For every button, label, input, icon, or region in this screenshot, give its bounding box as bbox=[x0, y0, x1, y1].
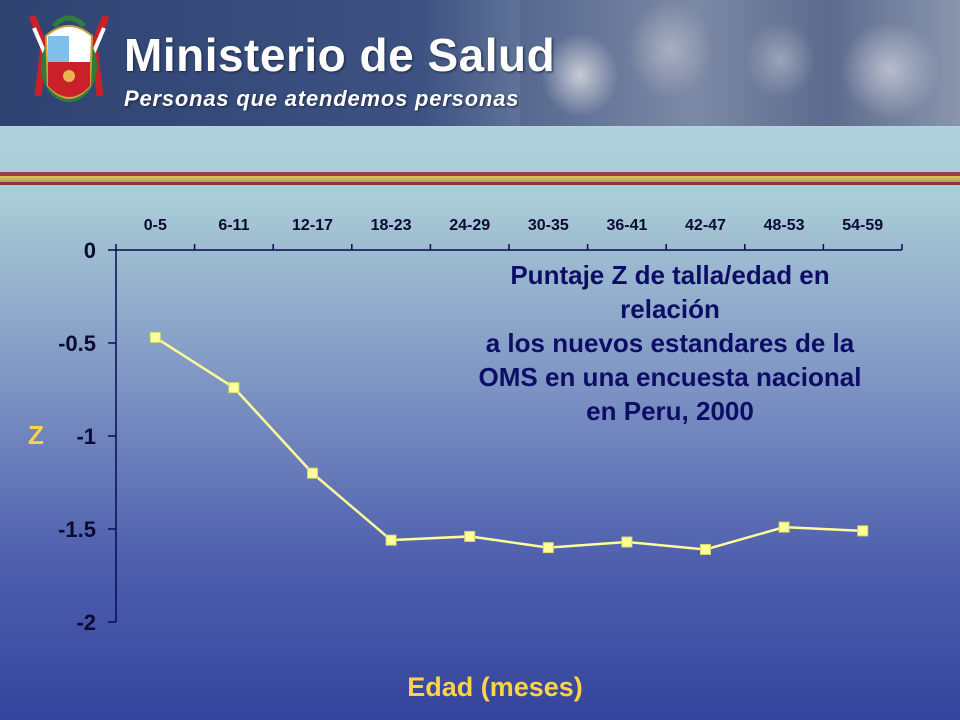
y-tick-label: -1.5 bbox=[58, 517, 96, 542]
data-point-0-5 bbox=[149, 331, 161, 343]
x-tick-label: 12-17 bbox=[292, 217, 333, 234]
y-tick-label: -2 bbox=[76, 610, 96, 635]
divider-gold bbox=[0, 176, 960, 182]
divider-maroon bbox=[0, 172, 960, 176]
data-point-54-59 bbox=[857, 525, 869, 537]
chart-title-line-2: relación bbox=[620, 294, 720, 324]
chart-title: Puntaje Z de talla/edad en relación a lo… bbox=[420, 258, 920, 428]
x-tick-label: 24-29 bbox=[449, 217, 490, 234]
y-tick-label: -1 bbox=[76, 424, 96, 449]
data-point-48-53 bbox=[778, 521, 790, 533]
data-point-6-11 bbox=[228, 382, 240, 394]
x-tick-label: 30-35 bbox=[528, 217, 569, 234]
x-tick-label: 48-53 bbox=[764, 217, 805, 234]
data-point-12-17 bbox=[307, 467, 318, 479]
chart-series bbox=[149, 331, 869, 555]
chart-ticks: 0-5 6-11 12-17 18-23 24-29 30-35 36-41 42-47 48-… bbox=[58, 217, 903, 635]
data-point-36-41 bbox=[621, 536, 633, 548]
x-tick-label: 6-11 bbox=[218, 217, 249, 234]
header-title: Ministerio de Salud bbox=[124, 29, 556, 81]
chart-title-line-4: OMS en una encuesta nacional bbox=[478, 362, 862, 392]
x-tick-label: 18-23 bbox=[371, 217, 412, 234]
data-point-24-29 bbox=[464, 530, 476, 542]
chart-title-line-5: en Peru, 2000 bbox=[586, 396, 754, 426]
header-banner: Ministerio de Salud Personas que atendem… bbox=[0, 0, 960, 126]
header-slogan: Personas que atendemos personas bbox=[124, 86, 520, 111]
x-tick-label: 42-47 bbox=[685, 217, 726, 234]
data-point-30-35 bbox=[542, 542, 554, 554]
y-tick-label: 0 bbox=[84, 238, 96, 263]
x-axis-label: Edad (meses) bbox=[407, 672, 583, 702]
chart-title-line-1: Puntaje Z de talla/edad en bbox=[510, 260, 830, 290]
chart-title-line-3: a los nuevos estandares de la bbox=[485, 328, 855, 358]
data-point-42-47 bbox=[700, 543, 711, 555]
data-point-18-23 bbox=[385, 534, 397, 546]
peru-coat-of-arms-icon bbox=[28, 14, 110, 102]
x-tick-label: 36-41 bbox=[606, 217, 647, 234]
x-tick-label: 0-5 bbox=[144, 217, 167, 234]
y-axis-label: Z bbox=[28, 420, 44, 450]
series-line bbox=[154, 336, 863, 551]
x-tick-label: 54-59 bbox=[842, 217, 883, 234]
header-photo-strip bbox=[520, 0, 960, 126]
divider-maroon-lower bbox=[0, 182, 960, 185]
y-tick-label: -0.5 bbox=[58, 331, 96, 356]
